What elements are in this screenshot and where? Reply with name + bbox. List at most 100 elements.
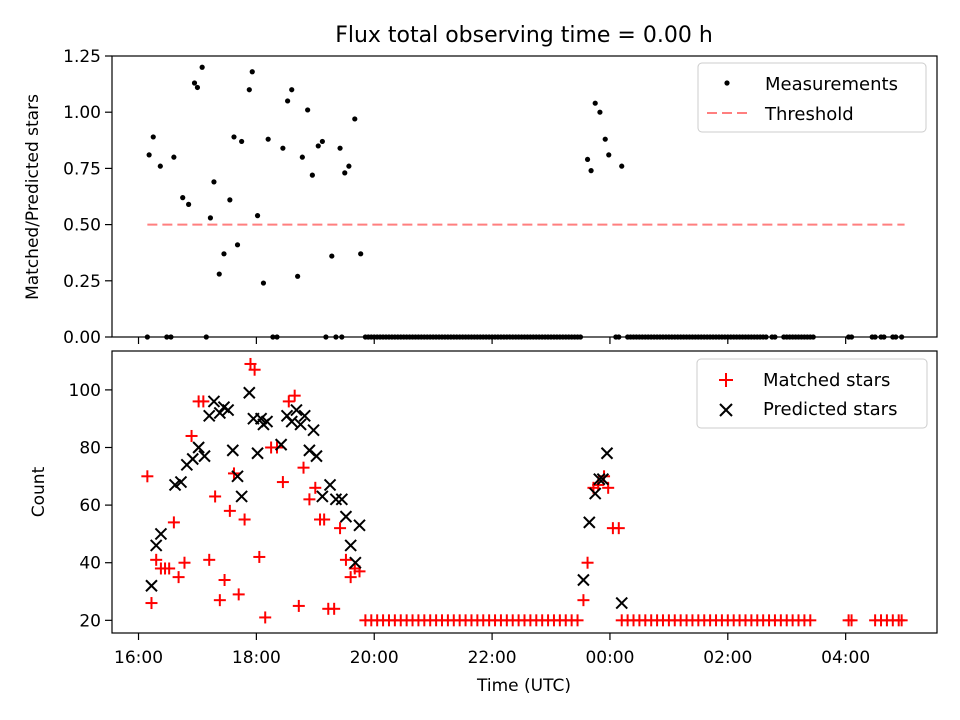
predicted-star-point <box>298 409 311 423</box>
legend-predicted-marker <box>719 403 733 417</box>
predicted-star-point <box>203 409 216 423</box>
measurement-point <box>602 136 608 142</box>
matched-star-point <box>328 602 341 615</box>
measurement-point <box>295 273 301 279</box>
measurement-point <box>146 152 152 158</box>
matched-star-point <box>167 516 180 529</box>
predicted-star-point <box>235 490 248 503</box>
top-plot-frame <box>111 55 938 338</box>
measurement-point <box>186 201 192 207</box>
predicted-star-point <box>192 441 205 454</box>
matched-star-point <box>276 476 289 489</box>
predicted-star-point <box>226 444 240 457</box>
measurement-point <box>180 195 186 201</box>
matched-star-point <box>303 493 316 506</box>
predicted-star-point <box>593 472 606 486</box>
top-legend-box <box>697 62 927 133</box>
legend-measurements-marker <box>724 80 730 86</box>
measurement-point <box>227 197 233 203</box>
measurement-point <box>319 138 325 145</box>
predicted-star-point <box>344 539 357 552</box>
predicted-star-point <box>168 478 182 492</box>
predicted-star-point <box>577 573 590 587</box>
top-y-axis: 0.00 0.25 0.50 0.75 1.00 1.25 <box>63 47 112 348</box>
measurement-point <box>285 98 291 104</box>
matched-star-point <box>259 611 272 624</box>
measurement-point <box>358 251 364 257</box>
matched-star-point <box>309 481 322 494</box>
matched-star-point <box>581 556 594 569</box>
measurement-point <box>592 100 598 106</box>
measurement-point <box>231 134 237 140</box>
measurement-point <box>352 116 358 122</box>
predicted-star-point <box>154 527 168 541</box>
matched-star-point <box>203 553 216 566</box>
measurement-point <box>239 138 245 145</box>
measurement-point <box>299 154 305 160</box>
predicted-star-point <box>316 490 329 503</box>
bottom-y-tick-label: 60 <box>79 496 101 516</box>
measurement-point <box>265 136 271 142</box>
measurement-point <box>619 163 625 169</box>
measurement-point <box>597 109 603 115</box>
matched-star-point <box>218 573 231 586</box>
predicted-star-point <box>174 475 188 489</box>
bottom-panel: 20 40 60 80 100 16:00 18:00 20:00 22:00 00:00 02:… <box>29 350 938 696</box>
predicted-star-point <box>589 487 602 500</box>
x-tick-label: 18:00 <box>232 648 281 668</box>
x-tick-label: 02:00 <box>703 648 752 668</box>
predicted-star-point <box>198 449 211 463</box>
bottom-y-tick-label: 80 <box>79 438 101 458</box>
measurement-point <box>234 242 241 248</box>
matched-star-point <box>612 522 625 535</box>
top-panel: 0.00 0.25 0.50 0.75 1.00 1.25 Matched/Predict… <box>23 47 938 348</box>
matched-star-point <box>297 461 310 474</box>
predicted-star-point <box>221 403 235 417</box>
top-y-tick-label: 1.00 <box>63 103 101 123</box>
matched-star-point <box>213 594 226 607</box>
measurement-point <box>254 213 261 219</box>
matched-star-point <box>344 571 357 584</box>
measurement-point <box>305 107 311 113</box>
matched-star-point <box>571 614 584 627</box>
matched-star-point <box>318 513 331 526</box>
matched-star-point <box>238 513 251 526</box>
predicted-star-point <box>213 406 227 420</box>
top-y-label: Matched/Predicted stars <box>23 94 43 300</box>
predicted-star-point <box>310 449 323 463</box>
x-tick-label: 16:00 <box>114 648 163 668</box>
measurement-point <box>337 145 343 151</box>
predicted-star-point <box>145 579 158 592</box>
matched-star-point <box>895 614 908 627</box>
chart-title: Flux total observing time = 0.00 h <box>335 23 713 48</box>
measurement-point <box>606 152 612 158</box>
top-y-tick-label: 1.25 <box>63 47 101 67</box>
measurement-point <box>150 134 156 140</box>
predicted-star-point <box>251 447 264 460</box>
bottom-y-label: Count <box>29 466 49 517</box>
predicted-star-point <box>329 493 343 506</box>
predicted-star-point <box>339 510 353 523</box>
measurement-point <box>249 69 255 75</box>
measurement-point <box>246 87 252 93</box>
measurement-point <box>199 64 205 70</box>
predicted-star-point <box>294 418 307 431</box>
x-tick-label: 20:00 <box>350 648 399 668</box>
matched-star-point <box>292 599 305 612</box>
predicted-star-point <box>207 395 221 408</box>
matched-star-point <box>209 490 222 503</box>
measurement-point <box>342 170 348 176</box>
measurement-point <box>211 179 217 185</box>
measurement-point <box>584 156 591 163</box>
legend-matched-label: Matched stars <box>763 370 890 391</box>
measurement-point <box>315 143 321 149</box>
predicted-star-point <box>596 472 610 486</box>
predicted-star-point <box>335 493 349 506</box>
measurement-point <box>207 215 214 221</box>
top-y-tick-label: 0.75 <box>63 159 101 179</box>
measurement-point <box>280 145 286 151</box>
matched-star-point <box>145 597 158 610</box>
predicted-star-point <box>149 539 163 552</box>
bottom-legend-box <box>696 358 928 429</box>
